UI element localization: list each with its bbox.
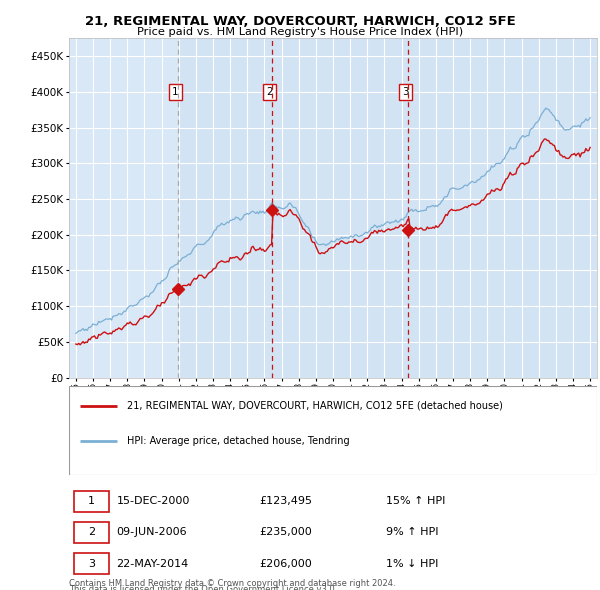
- Text: 21, REGIMENTAL WAY, DOVERCOURT, HARWICH, CO12 5FE (detached house): 21, REGIMENTAL WAY, DOVERCOURT, HARWICH,…: [127, 401, 503, 411]
- Text: 15% ↑ HPI: 15% ↑ HPI: [386, 496, 445, 506]
- Text: 2: 2: [88, 527, 95, 537]
- Text: £235,000: £235,000: [259, 527, 312, 537]
- Text: £206,000: £206,000: [259, 559, 312, 569]
- Bar: [74, 522, 109, 543]
- Bar: [178, 38, 599, 378]
- Text: 1% ↓ HPI: 1% ↓ HPI: [386, 559, 438, 569]
- Text: 15-DEC-2000: 15-DEC-2000: [116, 496, 190, 506]
- Text: Contains HM Land Registry data © Crown copyright and database right 2024.: Contains HM Land Registry data © Crown c…: [69, 579, 395, 588]
- Text: 9% ↑ HPI: 9% ↑ HPI: [386, 527, 438, 537]
- Bar: [74, 491, 109, 512]
- Bar: [74, 553, 109, 574]
- Text: Price paid vs. HM Land Registry's House Price Index (HPI): Price paid vs. HM Land Registry's House …: [137, 27, 463, 37]
- Text: 22-MAY-2014: 22-MAY-2014: [116, 559, 189, 569]
- Text: 1: 1: [172, 87, 179, 97]
- Text: HPI: Average price, detached house, Tendring: HPI: Average price, detached house, Tend…: [127, 437, 350, 446]
- Text: 3: 3: [88, 559, 95, 569]
- Text: 09-JUN-2006: 09-JUN-2006: [116, 527, 187, 537]
- Text: This data is licensed under the Open Government Licence v3.0.: This data is licensed under the Open Gov…: [69, 585, 337, 590]
- Text: 2: 2: [266, 87, 273, 97]
- Text: 3: 3: [403, 87, 409, 97]
- Text: 21, REGIMENTAL WAY, DOVERCOURT, HARWICH, CO12 5FE: 21, REGIMENTAL WAY, DOVERCOURT, HARWICH,…: [85, 15, 515, 28]
- Text: £123,495: £123,495: [259, 496, 312, 506]
- Text: 1: 1: [88, 496, 95, 506]
